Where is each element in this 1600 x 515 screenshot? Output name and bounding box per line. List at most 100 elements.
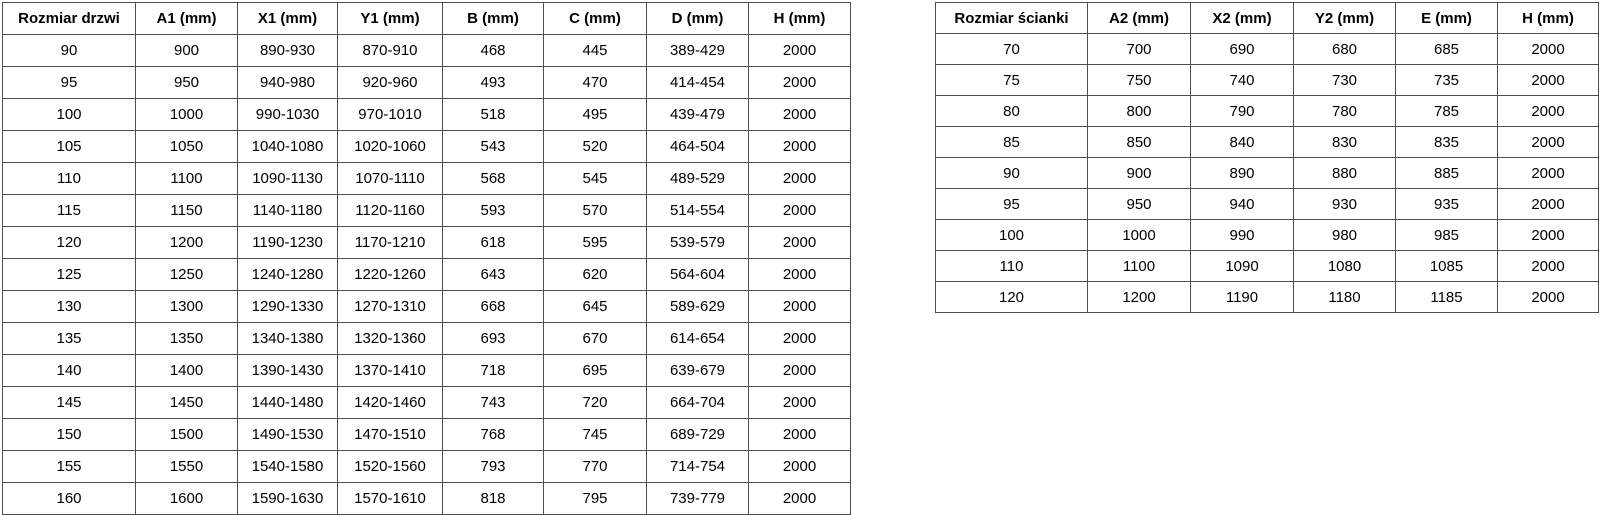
table-cell: 1050 — [135, 130, 238, 163]
table-row: 70 700 690 680 685 2000 — [935, 33, 1599, 65]
door-table-header: Rozmiar drzwi A1 (mm) X1 (mm) Y1 (mm) B (mm)… — [2, 2, 851, 35]
table-row: 105 1050 1040-1080 1020-1060 543 520 464-504 20… — [2, 130, 851, 163]
table-cell: 2000 — [748, 322, 851, 355]
wall-table-body: 70 700 690 680 685 2000 75 750 740 730 735 2000 80 80… — [935, 33, 1599, 313]
table-cell: 1180 — [1293, 281, 1396, 313]
table-cell: 1600 — [135, 482, 238, 515]
table-cell: 1200 — [1087, 281, 1191, 313]
table-cell: 818 — [442, 482, 544, 515]
table-cell: 1550 — [135, 450, 238, 483]
table-cell: 125 — [2, 258, 136, 291]
table-cell: 568 — [442, 162, 544, 195]
table-row: 150 1500 1490-1530 1470-1510 768 745 689-729 20… — [2, 418, 851, 451]
table-cell: 714-754 — [646, 450, 749, 483]
table-cell: 495 — [543, 98, 647, 131]
table-cell: 980 — [1293, 219, 1396, 251]
table-cell: 95 — [2, 66, 136, 99]
table-row: 80 800 790 780 785 2000 — [935, 95, 1599, 127]
table-cell: 618 — [442, 226, 544, 259]
table-cell: 95 — [935, 188, 1088, 220]
table-row: 95 950 940 930 935 2000 — [935, 188, 1599, 220]
table-cell: 1440-1480 — [237, 386, 338, 419]
table-cell: 985 — [1395, 219, 1498, 251]
table-cell: 90 — [935, 157, 1088, 189]
table-cell: 445 — [543, 34, 647, 67]
table-cell: 880 — [1293, 157, 1396, 189]
table-cell: 750 — [1087, 64, 1191, 96]
table-cell: 1100 — [135, 162, 238, 195]
table-cell: 1020-1060 — [337, 130, 443, 163]
table-cell: 2000 — [748, 162, 851, 195]
table-cell: 470 — [543, 66, 647, 99]
table-cell: 389-429 — [646, 34, 749, 67]
table-cell: 564-604 — [646, 258, 749, 291]
table-cell: 543 — [442, 130, 544, 163]
table-cell: 1520-1560 — [337, 450, 443, 483]
table-cell: 130 — [2, 290, 136, 323]
table-cell: 1240-1280 — [237, 258, 338, 291]
header-row: Rozmiar drzwi A1 (mm) X1 (mm) Y1 (mm) B (mm)… — [2, 2, 851, 35]
table-cell: 743 — [442, 386, 544, 419]
table-cell: 518 — [442, 98, 544, 131]
table-cell: 2000 — [1497, 64, 1599, 96]
table-cell: 2000 — [1497, 157, 1599, 189]
column-header: Y1 (mm) — [337, 2, 443, 35]
table-row: 85 850 840 830 835 2000 — [935, 126, 1599, 158]
table-cell: 670 — [543, 322, 647, 355]
table-cell: 693 — [442, 322, 544, 355]
header-row: Rozmiar ścianki A2 (mm) X2 (mm) Y2 (mm) E (m… — [935, 2, 1599, 34]
table-cell: 2000 — [1497, 33, 1599, 65]
table-cell: 100 — [935, 219, 1088, 251]
column-header: Y2 (mm) — [1293, 2, 1396, 34]
table-cell: 105 — [2, 130, 136, 163]
table-cell: 770 — [543, 450, 647, 483]
table-cell: 940-980 — [237, 66, 338, 99]
table-cell: 2000 — [748, 482, 851, 515]
table-cell: 793 — [442, 450, 544, 483]
table-cell: 645 — [543, 290, 647, 323]
table-cell: 90 — [2, 34, 136, 67]
table-cell: 950 — [135, 66, 238, 99]
table-cell: 685 — [1395, 33, 1498, 65]
table-row: 135 1350 1340-1380 1320-1360 693 670 614-654 20… — [2, 322, 851, 355]
table-cell: 110 — [935, 250, 1088, 282]
table-cell: 740 — [1190, 64, 1294, 96]
column-header: Rozmiar drzwi — [2, 2, 136, 35]
table-cell: 780 — [1293, 95, 1396, 127]
table-cell: 1220-1260 — [337, 258, 443, 291]
table-cell: 1100 — [1087, 250, 1191, 282]
wall-table-header: Rozmiar ścianki A2 (mm) X2 (mm) Y2 (mm) E (m… — [935, 2, 1599, 34]
table-cell: 1540-1580 — [237, 450, 338, 483]
table-cell: 1500 — [135, 418, 238, 451]
table-cell: 1470-1510 — [337, 418, 443, 451]
table-cell: 1040-1080 — [237, 130, 338, 163]
table-cell: 1000 — [1087, 219, 1191, 251]
table-cell: 1420-1460 — [337, 386, 443, 419]
table-cell: 2000 — [748, 386, 851, 419]
table-row: 145 1450 1440-1480 1420-1460 743 720 664-704 20… — [2, 386, 851, 419]
table-cell: 150 — [2, 418, 136, 451]
table-cell: 720 — [543, 386, 647, 419]
table-row: 120 1200 1190-1230 1170-1210 618 595 539-579 20… — [2, 226, 851, 259]
table-cell: 990 — [1190, 219, 1294, 251]
table-cell: 1200 — [135, 226, 238, 259]
table-cell: 940 — [1190, 188, 1294, 220]
table-cell: 120 — [935, 281, 1088, 313]
table-cell: 620 — [543, 258, 647, 291]
table-cell: 835 — [1395, 126, 1498, 158]
table-cell: 493 — [442, 66, 544, 99]
table-cell: 689-729 — [646, 418, 749, 451]
table-cell: 2000 — [748, 98, 851, 131]
table-cell: 1190-1230 — [237, 226, 338, 259]
table-cell: 990-1030 — [237, 98, 338, 131]
table-cell: 745 — [543, 418, 647, 451]
table-cell: 70 — [935, 33, 1088, 65]
table-cell: 739-779 — [646, 482, 749, 515]
table-cell: 1490-1530 — [237, 418, 338, 451]
table-cell: 730 — [1293, 64, 1396, 96]
table-cell: 100 — [2, 98, 136, 131]
table-cell: 830 — [1293, 126, 1396, 158]
table-cell: 1370-1410 — [337, 354, 443, 387]
table-cell: 795 — [543, 482, 647, 515]
table-cell: 900 — [1087, 157, 1191, 189]
